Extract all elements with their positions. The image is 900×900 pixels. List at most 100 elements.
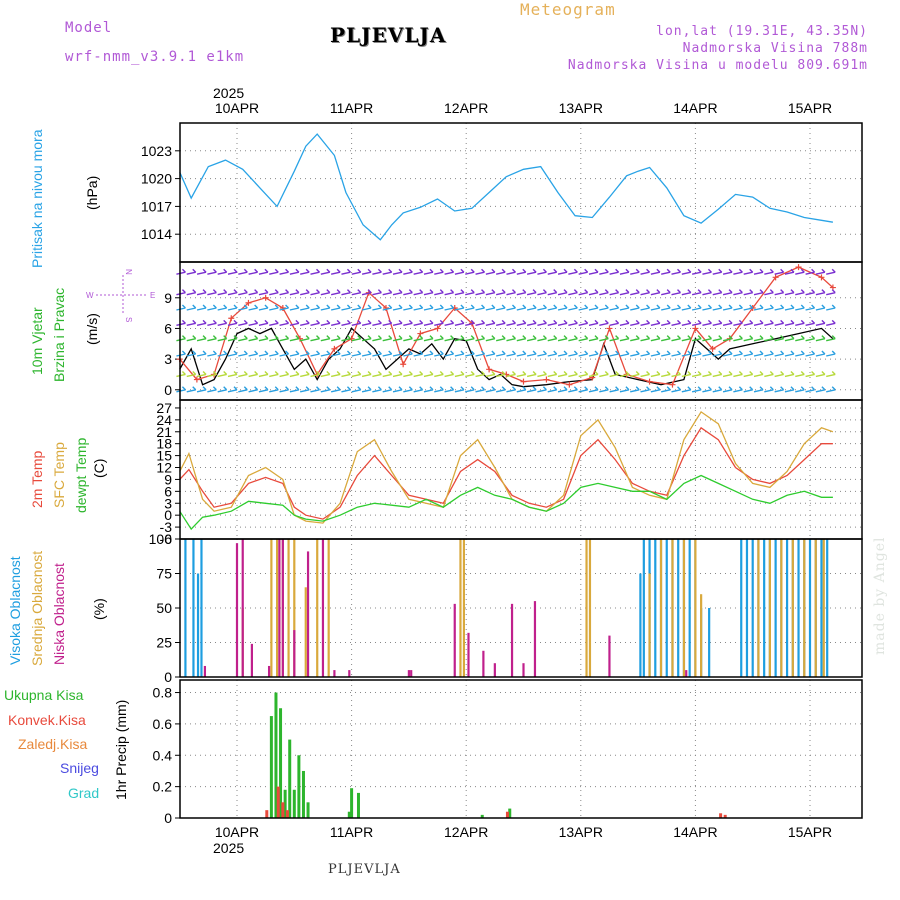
y-tick-label: 9 xyxy=(164,290,172,306)
gust-point xyxy=(520,378,527,385)
wind-arrow xyxy=(599,335,609,342)
wind-arrow xyxy=(403,386,413,393)
day-label-top: 10APR xyxy=(215,100,259,116)
wind-arrow xyxy=(361,304,372,311)
wind-unit-label: (m/s) xyxy=(84,313,100,345)
wind-arrow xyxy=(630,350,640,357)
svg-text:N: N xyxy=(124,269,133,275)
gust-point xyxy=(245,299,252,306)
wind-arrow xyxy=(630,319,640,327)
wind-arrow xyxy=(774,335,785,342)
wind-arrow xyxy=(196,335,207,342)
wind-arrow xyxy=(640,289,651,296)
wind-arrow xyxy=(392,304,403,311)
svg-text:S: S xyxy=(124,317,133,322)
wind-arrow xyxy=(681,289,692,296)
wind-arrow xyxy=(176,386,186,393)
ukupna-kisa-bar xyxy=(283,789,287,818)
y-tick-label: 25 xyxy=(156,635,172,651)
wind-label-1: 10m Vjetar xyxy=(29,307,45,375)
wind-arrow xyxy=(258,319,269,327)
wind-arrow xyxy=(764,289,774,296)
niska-oblacnost-bar xyxy=(522,663,525,677)
niska-oblacnost-bar xyxy=(241,539,244,677)
wind-arrow xyxy=(743,386,754,393)
wind-arrow xyxy=(588,304,599,311)
wind-arrow xyxy=(764,319,774,327)
wind-arrow xyxy=(795,268,805,275)
wind-arrow xyxy=(588,370,599,378)
wind-arrow xyxy=(392,268,403,275)
wind-arrow xyxy=(815,370,826,378)
wind-arrow xyxy=(702,304,712,311)
visoka-oblacnost-bar xyxy=(820,539,823,677)
konvek-kisa-bar xyxy=(281,802,285,818)
year-label-top: 2025 xyxy=(213,85,244,101)
wind-arrow xyxy=(609,289,620,296)
niska-oblacnost-bar xyxy=(407,670,410,677)
wind-arrow xyxy=(475,350,486,357)
wind-arrow xyxy=(444,386,455,393)
wind-arrow xyxy=(289,370,300,378)
wind-arrow xyxy=(743,370,754,378)
wind-arrow xyxy=(382,386,393,393)
wind-arrow xyxy=(619,319,630,327)
wind-arrow xyxy=(258,335,269,342)
wind-arrow xyxy=(702,335,712,342)
wind-arrow xyxy=(248,268,259,275)
wind-arrow xyxy=(506,289,516,296)
visoka-oblacnost-bar xyxy=(751,539,754,677)
wind-arrow xyxy=(702,370,712,378)
wind-arrow xyxy=(568,335,578,342)
wind-arrow xyxy=(279,350,290,357)
wind-arrow xyxy=(805,386,816,393)
wind-arrow xyxy=(733,304,743,311)
konvek-kisa-bar xyxy=(285,810,289,818)
year-label-bottom: 2025 xyxy=(213,840,244,856)
wind-arrow xyxy=(609,319,620,327)
niska-oblacnost-bar xyxy=(293,630,296,677)
wind-arrow xyxy=(330,386,341,393)
wind-arrow xyxy=(630,386,640,393)
srednja-oblacnost-bar xyxy=(648,573,651,677)
wind-arrow xyxy=(506,350,516,357)
wind-arrow xyxy=(630,289,640,296)
gust-point xyxy=(543,376,550,383)
wind-arrow xyxy=(382,319,393,327)
wind-arrow xyxy=(496,289,506,296)
wind-arrow xyxy=(485,268,496,275)
wind-arrow xyxy=(640,370,651,378)
wind-arrow xyxy=(599,350,609,357)
wind-arrow xyxy=(465,304,475,311)
day-label-bottom: 11APR xyxy=(330,824,373,840)
visoka-oblacnost-bar xyxy=(184,539,187,677)
wind-arrow xyxy=(454,386,465,393)
wind-arrow xyxy=(537,350,547,357)
wind-arrow xyxy=(630,335,640,342)
wind-arrow xyxy=(238,370,248,378)
wind-arrow xyxy=(217,370,228,378)
wind-arrow xyxy=(784,304,795,311)
wind-arrow xyxy=(310,268,321,275)
wind-arrow xyxy=(176,370,186,378)
y-tick-label: 50 xyxy=(156,600,172,616)
wind-arrow xyxy=(702,319,712,327)
wind-arrow xyxy=(496,370,506,378)
wind-arrow xyxy=(516,386,527,393)
wind-arrow xyxy=(217,304,228,311)
cloud-unit-label: (%) xyxy=(91,598,107,620)
wind-arrow xyxy=(444,370,455,378)
wind-arrow xyxy=(351,319,362,327)
wind-arrow xyxy=(671,289,681,296)
visoka-oblacnost-bar xyxy=(774,539,777,677)
visoka-oblacnost-bar xyxy=(785,539,789,677)
wind-arrow xyxy=(753,289,764,296)
wind-arrow xyxy=(403,319,413,327)
wind-arrow xyxy=(722,335,733,342)
pressure-panel-frame xyxy=(179,122,863,263)
wind-arrow xyxy=(650,370,661,378)
gust-point xyxy=(434,325,441,332)
niska-oblacnost-bar xyxy=(510,603,514,677)
gust-point xyxy=(566,381,573,388)
wind-arrow xyxy=(650,289,661,296)
